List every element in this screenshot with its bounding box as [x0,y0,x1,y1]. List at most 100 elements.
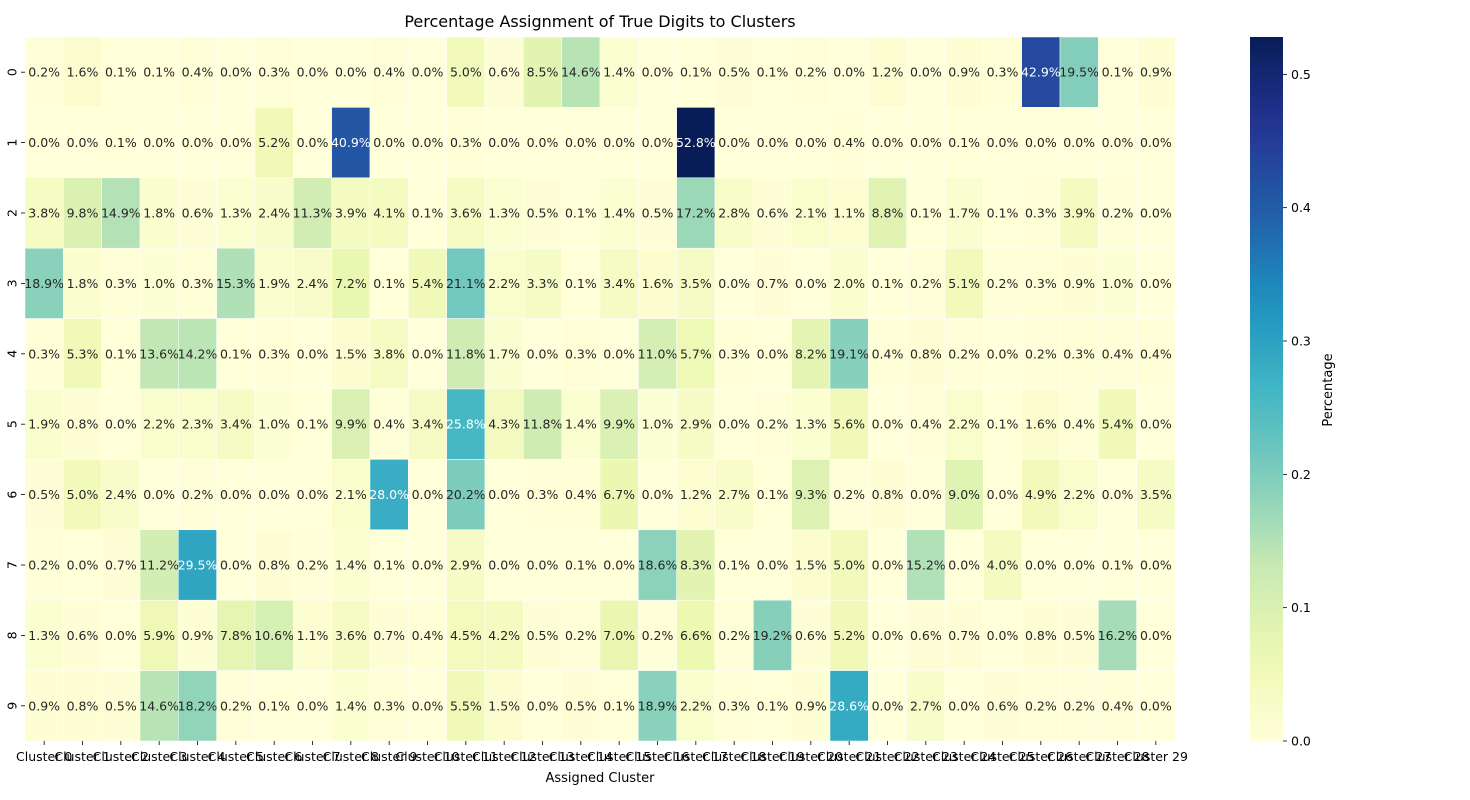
cell-value-label: 0.0% [488,135,520,150]
cell-value-label: 0.1% [143,65,175,80]
cell-value-label: 0.0% [297,65,329,80]
x-tick-label: Cluster 10 [395,749,459,764]
cell-value-label: 0.0% [910,135,942,150]
heatmap-cell [24,247,64,319]
cell-value-label: 0.5% [105,698,137,713]
heatmap-cell [868,36,907,108]
heatmap-cell [523,388,562,460]
heatmap-cell [638,388,677,460]
cell-value-label: 0.3% [718,698,750,713]
heatmap-cell [523,670,562,742]
cell-value-label: 0.0% [987,487,1019,502]
heatmap-cell [216,177,256,249]
heatmap-cell [369,670,409,742]
cell-value-label: 14.2% [178,346,218,361]
cell-value-label: 6.6% [680,628,712,643]
cell-value-label: 0.0% [412,698,444,713]
cell-value-label: 0.1% [565,558,597,573]
cell-value-label: 1.6% [1025,417,1057,432]
x-tick-label: Cluster 25 [970,749,1034,764]
cell-value-label: 5.2% [833,628,865,643]
cell-value-label: 0.5% [28,487,60,502]
heatmap-cell [216,247,256,319]
heatmap-cell [791,107,831,179]
cell-value-label: 0.4% [412,628,444,643]
heatmap-cell [63,388,102,460]
cell-value-label: 0.2% [910,276,942,291]
heatmap-cell [944,318,984,390]
cell-value-label: 0.7% [373,628,405,643]
cell-value-label: 1.0% [1102,276,1134,291]
cell-value-label: 0.0% [1140,276,1172,291]
heatmap-cell [1059,388,1099,460]
cell-value-label: 11.3% [293,206,333,221]
cell-value-label: 0.0% [603,346,635,361]
cell-value-label: 28.0% [369,487,409,502]
cell-value-label: 4.1% [373,206,405,221]
heatmap-cell [254,529,294,601]
heatmap-cell [369,107,409,179]
heatmap-cell [446,177,486,249]
cell-value-label: 0.3% [718,346,750,361]
cell-value-label: 0.9% [1063,276,1095,291]
heatmap-cell [676,107,716,179]
heatmap-cells: 0.2% 1.6% 0.1% 0.1% 0.4% 0.0% 0.3% 0.0% 0.0% 0.4%… [24,36,1176,742]
heatmap-cell [983,388,1022,460]
cell-value-label: 0.3% [258,346,290,361]
cell-value-label: 1.4% [603,65,635,80]
heatmap-cell [753,670,792,742]
heatmap-cell [1098,318,1137,390]
heatmap-cell [293,670,332,742]
cell-value-label: 0.3% [450,135,482,150]
x-tick-label: Cluster 12 [472,749,536,764]
cell-value-label: 0.5% [1063,628,1095,643]
heatmap-cell [446,36,486,108]
heatmap-cell [178,36,217,108]
heatmap-cell [331,529,371,601]
heatmap-cell [753,36,792,108]
cell-value-label: 0.0% [642,65,674,80]
heatmap-cell [1059,177,1099,249]
cell-value-label: 11.0% [638,346,678,361]
heatmap-cell [1021,177,1061,249]
cell-value-label: 0.1% [373,276,405,291]
cell-value-label: 0.7% [948,628,980,643]
cell-value-label: 1.1% [833,206,865,221]
cell-value-label: 0.9% [28,698,60,713]
heatmap-cell [906,388,946,460]
cell-value-label: 0.0% [105,628,137,643]
x-tick-label: Cluster 7 [284,749,340,764]
heatmap-cell [906,670,946,742]
cell-value-label: 0.2% [1025,698,1057,713]
cell-value-label: 18.6% [638,558,678,573]
y-tick-label: 0 [4,68,19,76]
cell-value-label: 0.1% [565,206,597,221]
cell-value-label: 0.2% [28,65,60,80]
heatmap-cell [523,459,562,531]
cell-value-label: 0.0% [757,135,789,150]
cell-value-label: 16.2% [1098,628,1138,643]
colorbar-tick-label: 0.4 [1291,200,1311,215]
heatmap-cell [1021,318,1061,390]
cell-value-label: 11.8% [446,346,486,361]
cell-value-label: 1.9% [258,276,290,291]
cell-value-label: 0.8% [1025,628,1057,643]
cell-value-label: 8.2% [795,346,827,361]
cell-value-label: 0.2% [642,628,674,643]
heatmap-cell [791,36,831,108]
heatmap-cell [906,459,946,531]
cell-value-label: 0.0% [527,698,559,713]
heatmap-cell [216,36,256,108]
cell-value-label: 14.6% [561,65,601,80]
heatmap-cell [561,388,601,460]
heatmap-cell [293,459,332,531]
cell-value-label: 5.6% [833,417,865,432]
heatmap-cell [561,36,601,108]
cell-value-label: 0.0% [1025,135,1057,150]
cell-value-label: 0.6% [488,65,520,80]
heatmap-cell [139,36,179,108]
heatmap-cell [369,247,409,319]
heatmap-cell [638,177,677,249]
heatmap-cell [561,247,601,319]
